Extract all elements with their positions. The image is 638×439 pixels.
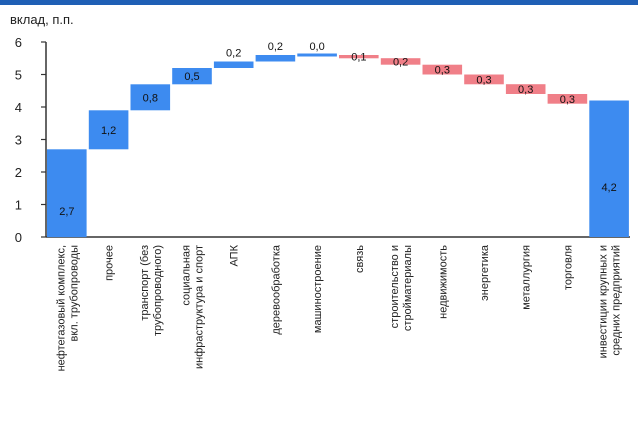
bar [88,110,129,150]
x-tick-label: связь [354,245,366,273]
bar [130,84,171,111]
data-label: 2,7 [59,206,74,218]
data-labels: 2,7 1,2 0,8 0,5 0,2 0,2 0,0 0,1 0,2 0,3 0,3 0,3 0,3 4… [59,41,616,218]
y-tick-label: 5 [15,68,22,83]
x-tick-label-line: АПК [229,244,241,266]
header-bar [0,0,638,5]
x-tick-label: АПК [229,244,241,266]
x-axis-labels: нефтегазовый комплекс, вкл. трубопроводы п… [55,244,622,371]
x-tick-label-line: стройматериалы [402,245,414,331]
x-tick-label: торговля [562,245,574,290]
x-tick-label: транспорт (без трубопроводного) [139,245,164,336]
data-label: 0,8 [143,92,158,104]
bar [589,100,629,237]
y-tick-label: 0 [15,230,22,245]
y-axis-title: вклад, п.п. [10,12,74,27]
y-tick-label: 1 [15,198,22,213]
x-tick-label-line: инвестиции крупных и [598,245,610,358]
x-tick-label-line: машиностроение [312,245,324,333]
x-tick-label-line: вкл. трубопроводы [68,245,80,342]
x-tick-label-line: энергетика [479,244,491,301]
x-tick-label-line: трубопроводного) [152,245,164,336]
x-tick-label-line: строительство и [389,245,401,328]
data-label: 0,3 [435,65,450,77]
data-label: 0,2 [268,41,283,53]
x-tick-label: нефтегазовый комплекс, вкл. трубопроводы [55,245,80,371]
data-label: 4,2 [601,182,616,194]
bar [464,74,504,85]
x-tick-label-line: средних предприятий [611,245,623,356]
data-label: 0,3 [476,74,491,86]
data-label: 0,0 [309,41,324,53]
bars [47,53,629,238]
y-tick-label: 3 [15,133,22,148]
x-tick-label-line: связь [354,245,366,273]
bar [213,61,254,68]
y-tick-label: 4 [15,100,22,115]
x-tick-label: недвижимость [437,245,449,319]
x-tick-label-line: деревообработка [270,244,282,335]
data-label: 0,3 [518,84,533,96]
x-tick-label-line: торговля [562,245,574,290]
data-label: 0,3 [560,94,575,106]
bar [547,94,588,104]
x-tick-label-line: инфраструктура и спорт [194,245,206,369]
x-tick-label-line: прочее [104,245,116,281]
x-tick-label-line: транспорт (без [139,245,151,321]
data-label: 1,2 [101,125,116,137]
bar [339,55,379,59]
x-tick-label: прочее [104,245,116,281]
data-label: 0,1 [351,52,366,64]
x-tick-label: деревообработка [270,244,282,335]
bar [172,68,212,85]
x-tick-label: строительство и стройматериалы [389,245,414,331]
data-label: 0,2 [393,57,408,69]
y-axis: 0 1 2 3 4 5 6 [15,35,630,245]
bar [297,53,337,57]
x-tick-label: машиностроение [312,245,324,333]
bar [422,64,463,75]
bar [380,58,421,65]
x-tick-label: энергетика [479,244,491,301]
bar [47,149,87,238]
y-tick-label: 2 [15,165,22,180]
x-tick-label: металлургия [521,245,533,310]
data-label: 0,2 [226,48,241,60]
x-tick-label-line: металлургия [521,245,533,310]
bar [505,84,546,94]
data-label: 0,5 [184,71,199,83]
x-tick-label: инвестиции крупных и средних предприятий [598,245,623,358]
y-tick-label: 6 [15,35,22,50]
x-tick-label-line: недвижимость [437,245,449,319]
x-tick-label-line: нефтегазовый комплекс, [55,245,67,371]
bar [255,55,296,62]
x-tick-label-line: социальная [181,245,193,306]
x-tick-label: социальная инфраструктура и спорт [181,245,206,369]
